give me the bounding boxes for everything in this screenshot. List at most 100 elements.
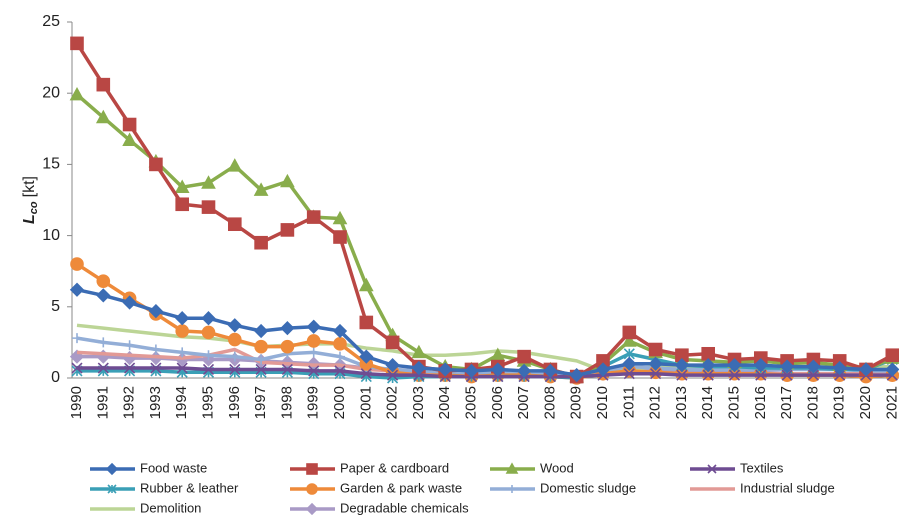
marker <box>124 340 135 351</box>
marker <box>806 359 821 374</box>
marker <box>72 333 82 344</box>
marker <box>727 358 742 373</box>
marker <box>621 333 637 347</box>
marker <box>385 335 400 350</box>
marker <box>98 337 109 348</box>
x-tick-label: 2007 <box>515 386 532 419</box>
marker <box>755 369 767 381</box>
x-tick-label: 2002 <box>384 386 401 419</box>
series-line <box>75 93 893 379</box>
legend-label: Textiles <box>740 460 784 475</box>
marker <box>387 369 399 381</box>
marker <box>622 356 637 371</box>
y-tick-label: 0 <box>51 369 60 386</box>
marker <box>728 369 741 381</box>
series-line <box>77 366 893 379</box>
marker <box>332 323 348 339</box>
legend-label: Paper & cardboard <box>340 460 449 475</box>
marker <box>359 349 374 364</box>
marker <box>281 363 293 376</box>
y-tick-label: 15 <box>42 156 60 173</box>
marker <box>779 359 795 374</box>
marker <box>70 257 84 271</box>
x-tick-label: 1999 <box>305 386 322 419</box>
x-tick-label: 2006 <box>489 386 506 419</box>
marker <box>69 282 85 297</box>
marker <box>122 295 137 310</box>
marker <box>228 217 242 232</box>
x-tick-label: 1995 <box>199 386 216 419</box>
marker <box>674 358 690 373</box>
marker <box>707 464 717 474</box>
marker <box>832 360 847 376</box>
marker <box>256 354 267 365</box>
marker <box>781 369 793 381</box>
x-tick-label: 2000 <box>331 386 348 419</box>
marker <box>228 332 242 347</box>
marker <box>201 200 216 214</box>
x-tick-label: 2010 <box>594 386 611 419</box>
marker <box>623 368 635 380</box>
marker <box>70 36 84 51</box>
marker <box>333 230 347 244</box>
legend-label: Wood <box>540 460 574 475</box>
series-line <box>75 42 894 379</box>
marker <box>438 362 453 377</box>
marker <box>176 362 188 374</box>
x-tick-label: 1993 <box>147 386 164 419</box>
marker <box>464 363 479 379</box>
marker <box>229 363 241 376</box>
marker <box>255 363 267 376</box>
marker <box>254 339 268 354</box>
marker <box>885 362 899 377</box>
legend-label: Industrial sludge <box>740 480 835 495</box>
marker <box>69 86 85 101</box>
x-tick-label: 1990 <box>68 386 85 419</box>
marker <box>622 325 637 340</box>
marker <box>701 346 716 361</box>
marker <box>97 362 109 374</box>
marker <box>105 462 119 476</box>
marker <box>177 347 188 358</box>
y-tick-label: 5 <box>51 298 60 315</box>
marker <box>490 362 505 377</box>
marker <box>305 502 319 515</box>
marker <box>650 368 662 380</box>
marker <box>543 363 558 379</box>
y-label-unit: [kt] <box>21 176 38 197</box>
x-tick-label: 2012 <box>647 386 664 419</box>
marker <box>332 210 348 225</box>
marker <box>201 325 216 340</box>
marker <box>122 117 137 132</box>
marker <box>280 223 295 237</box>
marker <box>308 365 320 377</box>
marker <box>107 484 117 494</box>
marker <box>306 483 318 495</box>
x-tick-label: 2003 <box>410 386 427 419</box>
marker <box>306 334 321 348</box>
marker <box>149 157 163 172</box>
marker <box>858 362 874 377</box>
x-tick-label: 2016 <box>752 386 769 419</box>
marker <box>280 173 295 188</box>
marker <box>306 319 321 334</box>
marker <box>201 311 216 326</box>
x-tick-label: 2021 <box>883 386 899 419</box>
marker <box>308 347 319 358</box>
marker <box>505 462 519 474</box>
marker <box>411 360 427 376</box>
marker <box>595 362 611 377</box>
y-tick-label: 25 <box>42 13 60 30</box>
y-label-sub: co <box>28 201 40 214</box>
marker <box>96 288 111 303</box>
marker <box>359 315 374 330</box>
marker <box>676 369 688 381</box>
marker <box>516 363 532 379</box>
x-tick-label: 2005 <box>462 386 479 419</box>
marker <box>306 210 321 224</box>
marker <box>254 235 268 250</box>
y-tick-label: 20 <box>42 84 60 101</box>
marker <box>807 369 819 381</box>
marker <box>280 321 295 336</box>
